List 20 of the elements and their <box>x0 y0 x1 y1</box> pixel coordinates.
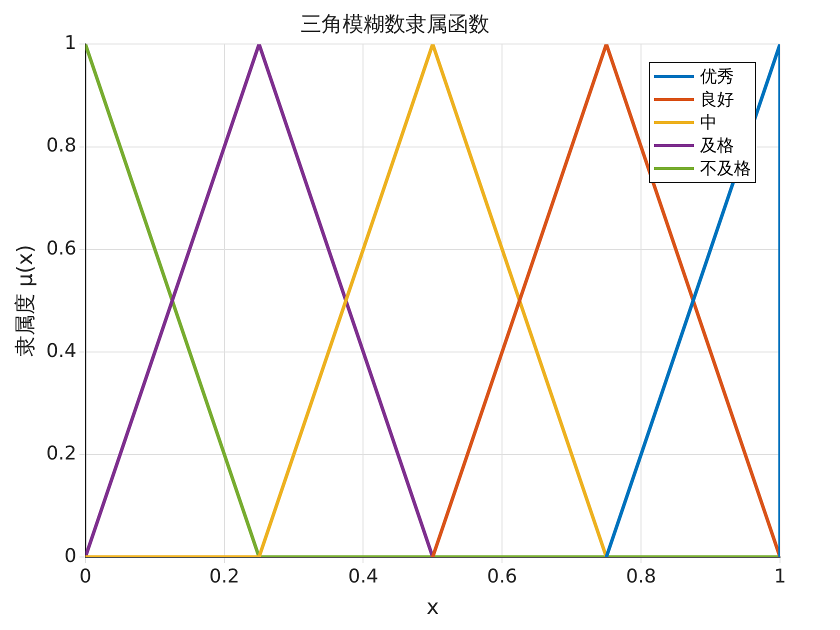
x-tick-label: 0.6 <box>487 565 518 588</box>
legend-label: 及格 <box>700 135 734 157</box>
legend-label: 中 <box>700 112 717 134</box>
x-axis-title: x <box>426 594 439 619</box>
x-tick-label: 0 <box>79 565 92 588</box>
y-tick-label: 0.6 <box>46 237 76 260</box>
x-tick-label: 1 <box>774 565 786 588</box>
y-tick-label: 0 <box>64 544 76 567</box>
legend-label: 良好 <box>700 89 734 111</box>
y-tick-label: 0.2 <box>46 442 76 464</box>
x-tick-label: 0.2 <box>209 565 240 588</box>
y-tick-label: 0.8 <box>46 134 76 157</box>
y-tick-label: 1 <box>64 32 76 54</box>
y-tick-label: 0.4 <box>46 340 76 362</box>
x-tick-label: 0.8 <box>626 565 656 588</box>
legend-label: 优秀 <box>700 66 734 88</box>
y-axis-title: 隶属度 μ(x) <box>13 244 38 357</box>
x-tick-label: 0.4 <box>348 565 378 588</box>
legend-label: 不及格 <box>700 158 751 180</box>
chart-title: 三角模糊数隶属函数 <box>300 12 490 36</box>
